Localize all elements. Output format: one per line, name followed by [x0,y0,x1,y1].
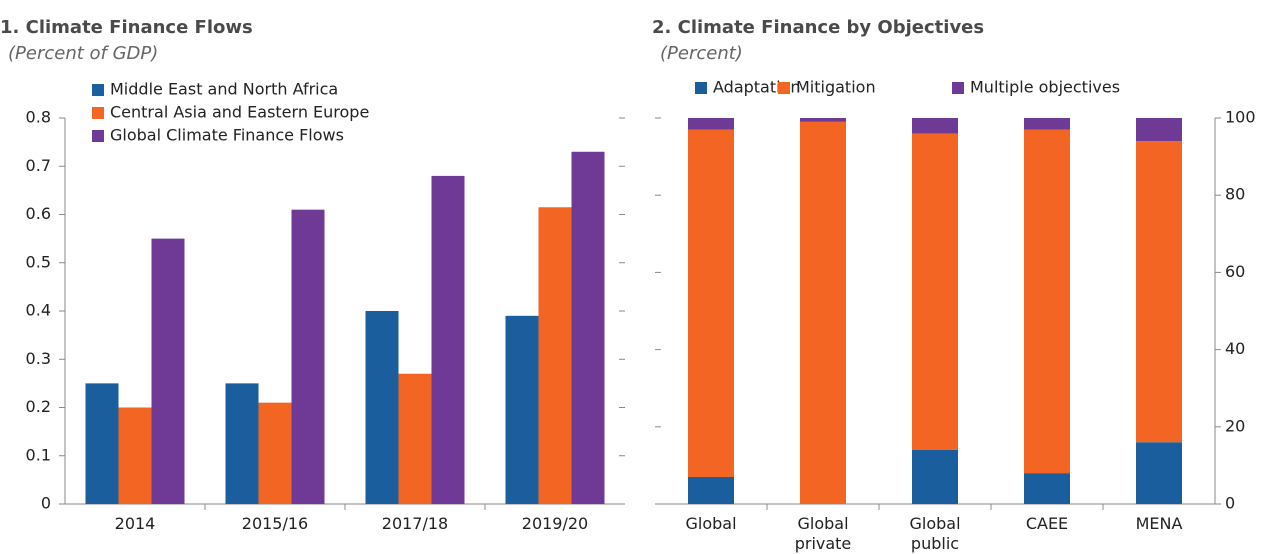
bar [571,151,605,504]
x-tick-label: CAEE [1025,514,1069,533]
x-tick-label: 2017/18 [381,514,449,533]
legend-swatch [778,82,790,94]
bar-segment [912,449,958,504]
x-tick-label: Global [685,514,737,533]
bar-segment [912,133,958,450]
bar [85,383,119,504]
chart-subtitle: (Percent of GDP) [8,43,158,64]
y-tick-label: 100 [1225,108,1256,127]
x-tick-label: 2019/20 [521,514,589,533]
y-tick-label: 0.3 [26,349,51,368]
x-tick-label: Global private [794,514,852,553]
y-tick-label: 60 [1225,262,1245,281]
legend-label: Central Asia and Eastern Europe [110,103,369,122]
bar [225,383,259,504]
x-tick-label: 2014 [114,514,156,533]
bar [398,373,432,504]
legend-label: Multiple objectives [970,78,1120,97]
bar [538,207,572,504]
bar-segment [1136,141,1182,443]
y-tick-label: 0.5 [26,252,51,271]
legend-swatch [92,107,104,119]
chart-subtitle: (Percent) [660,43,743,64]
bar-segment [1024,129,1070,474]
y-tick-label: 0 [1225,494,1235,513]
legend-label: Middle East and North Africa [110,80,338,99]
bar [431,175,465,504]
bar [505,315,539,504]
y-tick-label: 0.4 [26,301,51,320]
bar-segment [1136,118,1182,142]
y-tick-label: 80 [1225,185,1245,204]
bar [291,209,325,505]
y-tick-label: 0.2 [26,397,51,416]
bar [118,407,152,504]
bar-segment [1136,442,1182,504]
bar [258,402,292,504]
legend-label: Mitigation [796,78,876,97]
bar [365,311,399,504]
y-tick-label: 0.1 [26,445,51,464]
bar-segment [800,118,846,122]
legend-swatch [952,82,964,94]
x-tick-label: Global public [909,514,961,553]
bar-segment [1024,118,1070,130]
legend-swatch [92,130,104,142]
bar-segment [800,121,846,505]
y-tick-label: 0.7 [26,156,51,175]
bar-segment [688,118,734,130]
chart-title: 1. Climate Finance Flows [0,17,253,38]
bar-segment [912,118,958,134]
bar [151,238,185,504]
y-tick-label: 20 [1225,416,1245,435]
chart-title: 2. Climate Finance by Objectives [652,17,984,38]
x-tick-label: 2015/16 [241,514,309,533]
y-tick-label: 0 [41,494,51,513]
y-tick-label: 0.8 [26,108,51,127]
y-tick-label: 0.6 [26,204,51,223]
legend-label: Global Climate Finance Flows [110,126,344,145]
bar-segment [688,129,734,477]
x-tick-label: MENA [1135,514,1183,533]
bar-segment [688,476,734,504]
legend-swatch [92,84,104,96]
legend-swatch [695,82,707,94]
y-tick-label: 40 [1225,339,1245,358]
bar-segment [1024,473,1070,504]
